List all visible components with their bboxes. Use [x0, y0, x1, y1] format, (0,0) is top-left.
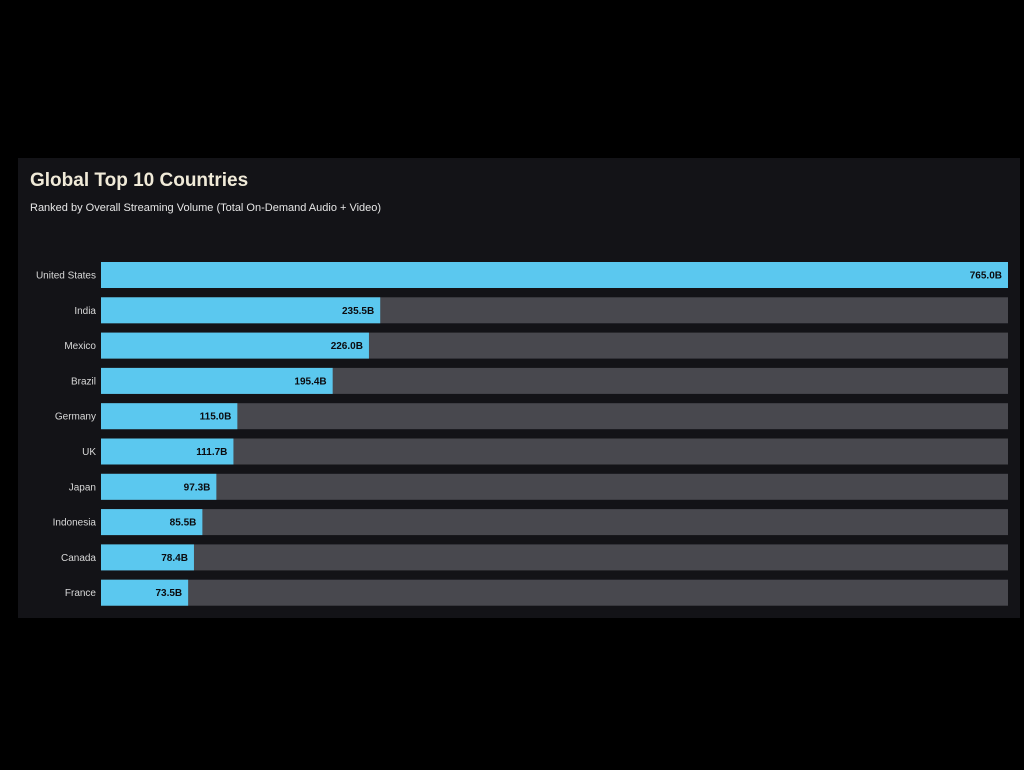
bar-chart: United States 765.0B India 235.5B Mexico 226.… — [36, 262, 1008, 606]
bar-track-japan — [101, 473, 1008, 500]
category-label-canada: Canada — [61, 553, 96, 564]
bar-united-states — [101, 262, 1008, 288]
chart-title: Global Top 10 Countries — [30, 170, 249, 191]
category-label-united-states: United States — [36, 271, 96, 282]
chart-panel: Global Top 10 Countries Ranked by Overal… — [18, 158, 1020, 618]
category-label-india: India — [74, 306, 96, 317]
bar-track-indonesia — [101, 509, 1008, 536]
value-label-india: 235.5B — [342, 306, 374, 317]
bar-track-france — [101, 579, 1008, 606]
category-label-france: France — [65, 588, 97, 599]
value-label-japan: 97.3B — [184, 482, 211, 493]
category-label-mexico: Mexico — [64, 341, 96, 352]
value-label-united-states: 765.0B — [970, 271, 1002, 282]
bar-india — [101, 297, 381, 324]
category-label-indonesia: Indonesia — [53, 518, 97, 529]
bar-mexico — [101, 332, 369, 359]
bar-brazil — [101, 367, 333, 394]
bar-track-canada — [101, 544, 1008, 571]
bar-germany — [101, 403, 238, 430]
bar-canada — [101, 544, 194, 571]
chart-subtitle: Ranked by Overall Streaming Volume (Tota… — [30, 202, 382, 214]
value-label-uk: 111.7B — [196, 447, 227, 458]
bar-japan — [101, 473, 217, 500]
value-label-mexico: 226.0B — [331, 341, 363, 352]
category-label-uk: UK — [82, 447, 96, 458]
bar-indonesia — [101, 509, 203, 536]
category-label-germany: Germany — [55, 412, 96, 423]
bar-france — [101, 579, 189, 606]
bar-track-uk — [101, 438, 1008, 465]
category-label-brazil: Brazil — [71, 376, 96, 387]
value-label-canada: 78.4B — [161, 553, 188, 564]
bar-uk — [101, 438, 234, 465]
value-label-germany: 115.0B — [200, 412, 232, 423]
bar-track-germany — [101, 403, 1008, 430]
value-label-indonesia: 85.5B — [170, 518, 197, 529]
category-label-japan: Japan — [69, 482, 96, 493]
value-label-france: 73.5B — [155, 588, 182, 599]
value-label-brazil: 195.4B — [294, 376, 326, 387]
